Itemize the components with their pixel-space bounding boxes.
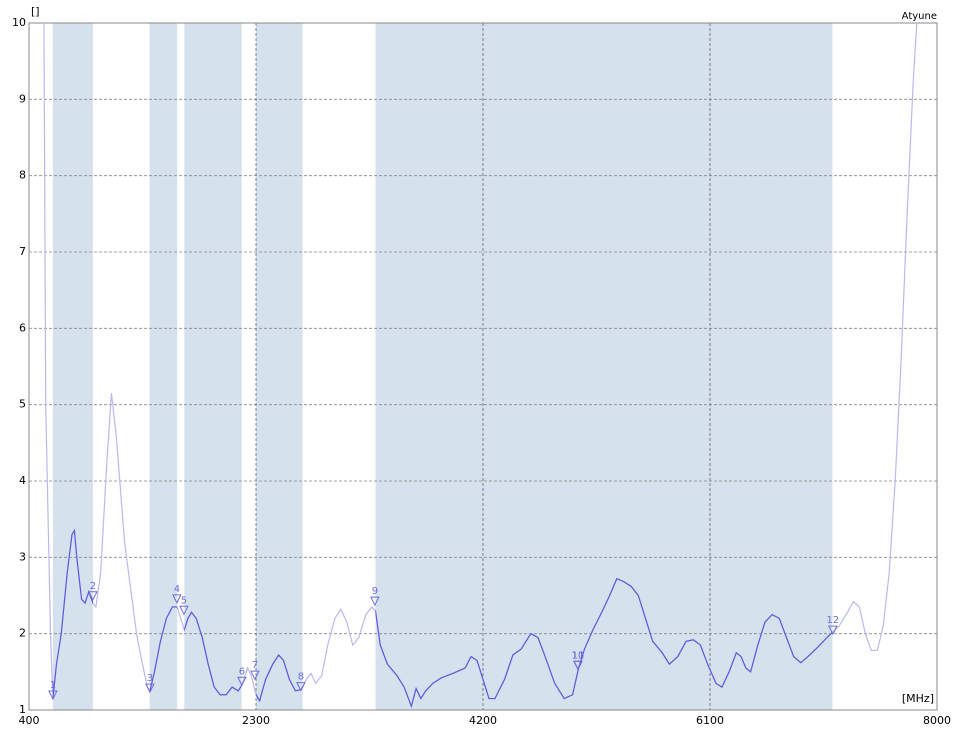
- chart-title: Atyune: [902, 11, 937, 22]
- y-axis-label: []: [31, 5, 40, 18]
- marker: [172, 594, 182, 604]
- marker-label: 6: [239, 666, 245, 677]
- marker-label: 4: [174, 584, 180, 595]
- x-tick-label: 4200: [469, 714, 497, 727]
- y-tick-label: 9: [19, 92, 26, 105]
- marker-label: 12: [826, 615, 839, 626]
- marker-label: 3: [147, 673, 153, 684]
- marker-label: 8: [298, 672, 304, 683]
- band: [52, 23, 93, 710]
- marker: [179, 605, 189, 616]
- band: [375, 23, 833, 710]
- x-tick-label: 6100: [696, 714, 724, 727]
- marker-label: 2: [90, 581, 96, 592]
- marker: [250, 670, 260, 681]
- x-tick-label: 2300: [242, 714, 270, 727]
- y-tick-label: 7: [19, 245, 26, 258]
- band: [149, 23, 178, 710]
- marker: [296, 682, 306, 692]
- marker: [88, 591, 98, 601]
- marker: [370, 596, 380, 607]
- marker-label: 11: [572, 650, 585, 661]
- plot-area: [43, 23, 918, 709]
- x-tick-label: 400: [19, 714, 40, 727]
- y-tick-label: 2: [19, 627, 26, 640]
- marker-label: 1: [50, 680, 56, 691]
- marker: [48, 690, 58, 701]
- plot-border: [28, 22, 938, 711]
- y-tick-label: 4: [19, 474, 26, 487]
- y-tick-label: 8: [19, 169, 26, 182]
- x-axis-label: [MHz]: [902, 692, 934, 705]
- marker-label: 5: [181, 595, 187, 606]
- band: [184, 23, 242, 710]
- x-tick-label: 8000: [923, 714, 951, 727]
- y-tick-label: 3: [19, 550, 26, 563]
- marker-label: 7: [252, 660, 258, 671]
- band: [256, 23, 303, 710]
- marker: [145, 683, 155, 694]
- y-tick-label: 10: [12, 16, 26, 29]
- y-tick-label: 5: [19, 398, 26, 411]
- marker-label: 10: [571, 650, 584, 661]
- marker: [237, 676, 247, 687]
- marker: [828, 625, 838, 636]
- marker-label: 9: [372, 586, 378, 597]
- marker: [573, 660, 583, 671]
- y-tick-label: 6: [19, 321, 26, 334]
- y-tick-label: 1: [19, 703, 26, 716]
